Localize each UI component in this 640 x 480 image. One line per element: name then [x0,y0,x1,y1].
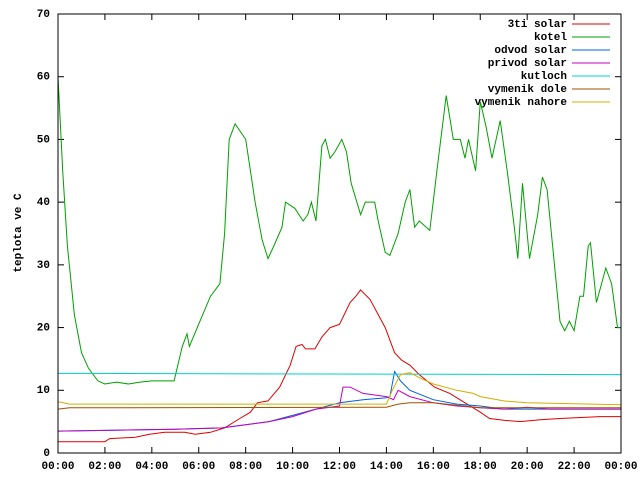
legend-label: vymenik nahore [475,97,568,109]
x-tick-label: 08:00 [229,461,262,473]
legend-label: 3ti solar [508,19,567,31]
x-tick-label: 06:00 [182,461,215,473]
legend-label: privod solar [488,58,567,70]
x-tick-label: 04:00 [135,461,168,473]
x-tick-label: 10:00 [276,461,309,473]
x-tick-label: 18:00 [464,461,497,473]
legend-label: vymenik dole [488,84,568,96]
y-axis-label: teplota ve C [13,193,25,273]
x-tick-label: 16:00 [417,461,450,473]
data-line [58,289,621,443]
x-tick-label: 00:00 [604,461,637,473]
data-line [57,372,622,406]
x-tick-label: 02:00 [88,461,121,473]
data-line [57,386,621,432]
legend-label: kutloch [521,71,567,83]
y-tick-label: 0 [43,448,50,460]
legend-label: kotel [534,32,567,44]
x-tick-label: 22:00 [558,461,591,473]
y-tick-label: 70 [37,9,50,21]
y-tick-label: 30 [37,260,50,272]
x-tick-label: 14:00 [370,461,403,473]
legend-label: odvod solar [494,45,567,57]
data-line [57,76,621,385]
plot-frame [57,13,622,454]
y-tick-label: 50 [37,134,50,146]
data-line [57,372,622,376]
y-tick-label: 60 [37,72,50,84]
x-tick-label: 00:00 [41,461,74,473]
y-tick-label: 40 [37,197,50,209]
x-tick-label: 12:00 [323,461,356,473]
y-tick-label: 10 [37,385,50,397]
x-tick-label: 20:00 [511,461,544,473]
data-line [57,402,621,410]
y-tick-label: 20 [37,322,50,334]
